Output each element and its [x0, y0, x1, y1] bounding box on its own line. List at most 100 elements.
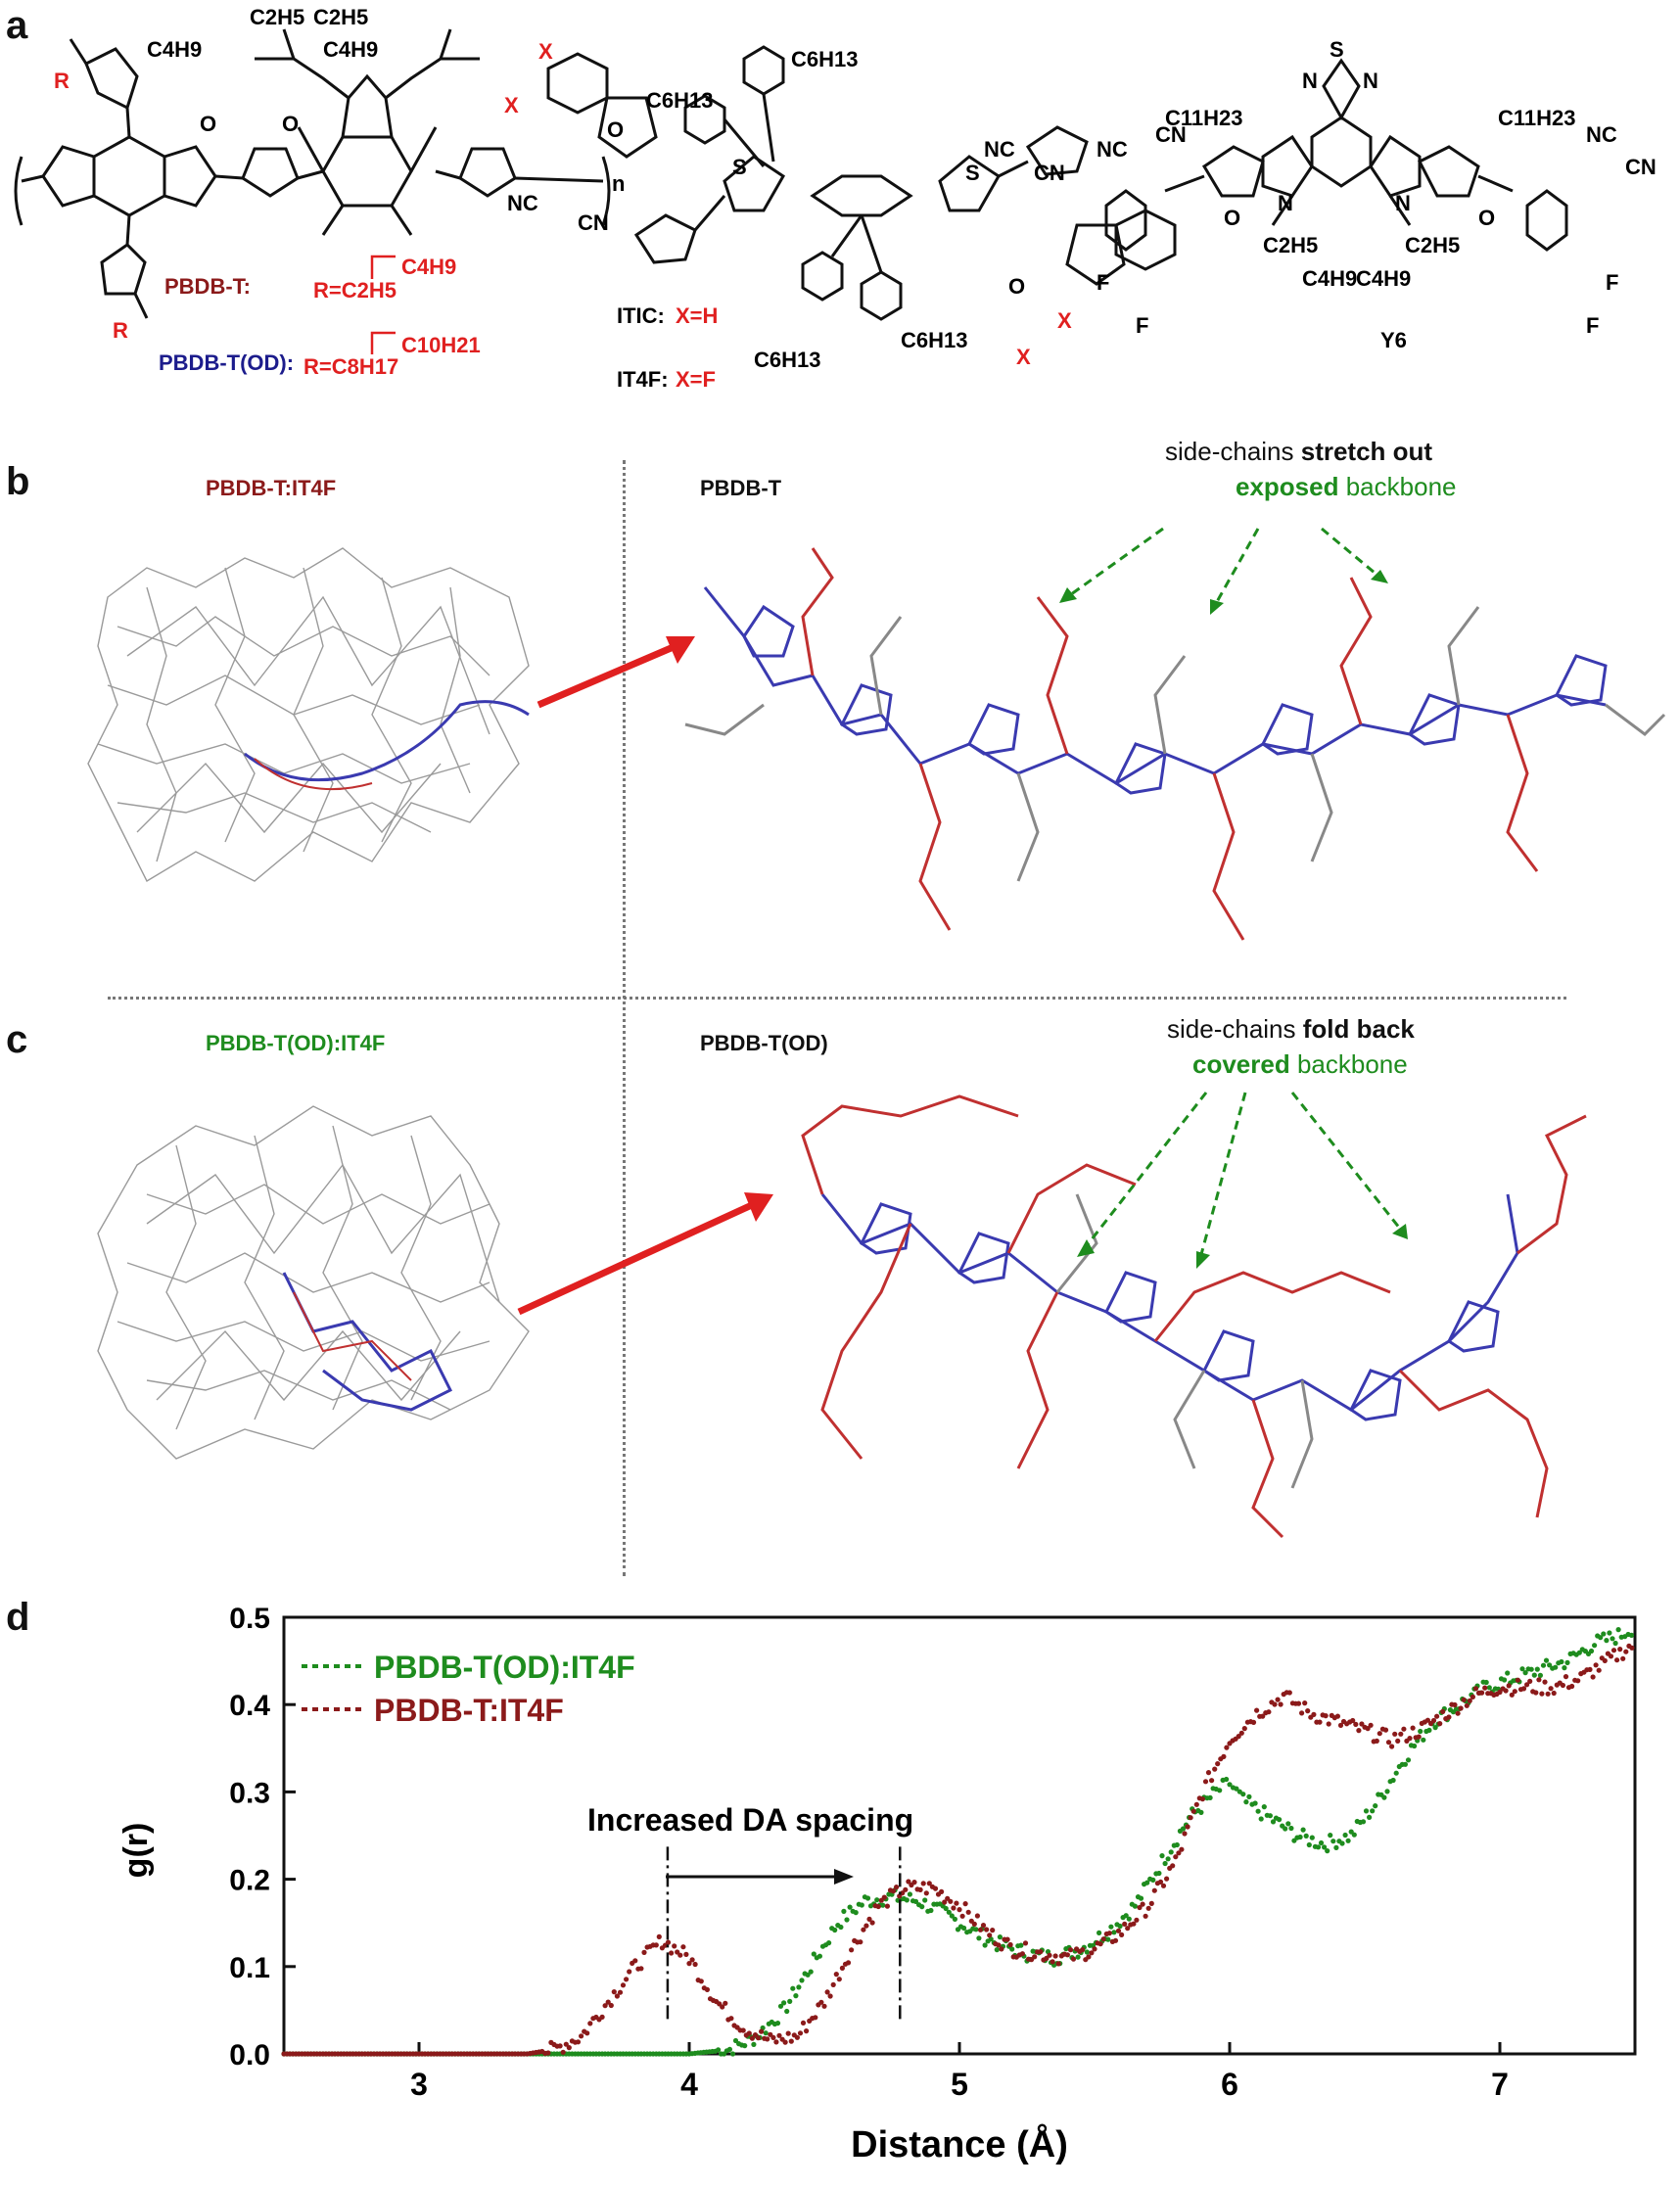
series-1-point [1080, 1947, 1086, 1953]
series-1-point [1337, 1722, 1344, 1728]
series-1-point [1389, 1744, 1395, 1749]
series-1-point [1446, 1714, 1452, 1720]
series-1-point [1151, 1887, 1157, 1893]
series-0-point [1576, 1650, 1582, 1655]
series-1-point [813, 2015, 818, 2021]
series-0-point [1564, 1659, 1570, 1665]
series-1-point [1593, 1662, 1599, 1668]
vertical-divider [623, 460, 626, 1576]
series-1-point [1385, 1740, 1392, 1746]
series-1-point [1533, 1690, 1539, 1696]
panel-c-note-plain: side-chains [1167, 1014, 1303, 1044]
series-0-point [1615, 1627, 1621, 1633]
panel-a-structures: R R C4H9 C2H5 C2H5 C4H9 O O n PBDB-T: R=… [14, 5, 1657, 392]
series-1-point [785, 2030, 791, 2036]
polymer-side-chain-2: C2H5 [250, 5, 304, 29]
series-1-point [939, 1888, 945, 1894]
series-1-point [563, 2041, 569, 2047]
series-1-point [1157, 1879, 1164, 1885]
series-1-point [1527, 1678, 1533, 1684]
legend-label-t: PBDB-T:IT4F [374, 1693, 564, 1728]
x-tick-label-0: 3 [410, 2067, 428, 2102]
bdd-core-ring [321, 135, 413, 208]
series-1-point [675, 1949, 680, 1955]
series-1-point [677, 1952, 683, 1958]
series-1-point [1334, 1713, 1340, 1719]
series-0-point [793, 1993, 799, 1999]
series-0-point [1333, 1844, 1339, 1850]
panel-c-note-plain-2: backbone [1289, 1049, 1408, 1079]
series-1-point [1097, 1941, 1103, 1947]
series-1-point [1368, 1722, 1374, 1728]
series-1-point [1452, 1701, 1458, 1708]
series-0-point [729, 2051, 736, 2057]
itic-o-1: O [607, 117, 624, 142]
series-1-point [1401, 1726, 1407, 1732]
series-1-point [1545, 1691, 1551, 1697]
polymer-bracket-left [14, 156, 23, 226]
panel-c-note-line1: side-chains fold back [1167, 1014, 1415, 1045]
series-0-point [817, 1953, 823, 1959]
series-0-point [1144, 1880, 1150, 1885]
series-1-point [1596, 1667, 1602, 1673]
series-1-point [755, 2035, 762, 2041]
series-0-point [1432, 1725, 1438, 1731]
series-1-point [611, 1989, 617, 1995]
series-0-point [847, 1904, 853, 1910]
chart-y-label: g(r) [117, 1823, 155, 1879]
chart-series-layer [281, 1627, 1635, 2057]
series-0-point [1553, 1664, 1559, 1670]
series-1-point [1551, 1690, 1557, 1697]
series-1-point [1575, 1678, 1581, 1684]
series-1-point [782, 2039, 788, 2045]
series-0-point [1227, 1782, 1233, 1788]
series-1-point [1542, 1679, 1548, 1685]
series-0-point [799, 1978, 805, 1983]
itic-x-2: X [504, 93, 519, 117]
series-1-point [1131, 1921, 1137, 1927]
series-0-point [1252, 1800, 1258, 1806]
itic-cn-2: CN [1034, 161, 1065, 185]
series-1-point [1241, 1726, 1247, 1732]
series-1-point [584, 2030, 590, 2036]
panel-c-note-line2: covered backbone [1192, 1049, 1408, 1080]
series-0-point [1123, 1913, 1129, 1919]
series-1-point [1536, 1677, 1542, 1683]
series-1-point [1179, 1846, 1185, 1852]
series-1-point [672, 1943, 677, 1949]
series-1-point [845, 1960, 852, 1966]
series-0-point [1150, 1877, 1156, 1883]
series-1-point [692, 1961, 698, 1968]
series-0-point [742, 2043, 748, 2049]
itic-s-2: S [965, 161, 980, 185]
x-tick-label-3: 6 [1221, 2067, 1238, 2102]
y-tick-label-3: 0.3 [229, 1777, 270, 1809]
polymer-r-pbdb-t: R=C2H5 [313, 278, 397, 303]
series-0-point [1315, 1844, 1322, 1850]
chart-legend: PBDB-T(OD):IT4F PBDB-T:IT4F [302, 1650, 635, 1728]
series-0-point [864, 1895, 871, 1901]
panel-letter-c: c [6, 1018, 28, 1061]
series-0-point [1009, 1946, 1015, 1952]
series-1-point [740, 2027, 746, 2033]
series-0-point [928, 1907, 934, 1914]
series-1-point [1067, 1947, 1074, 1953]
y6-core-ring [1310, 116, 1373, 188]
series-1-point [1092, 1946, 1097, 1952]
y-tick-label-0: 0.0 [229, 2039, 270, 2072]
panel-b-note-plain-2: backbone [1338, 472, 1457, 501]
series-1-point [1266, 1709, 1272, 1715]
series-0-point [922, 1897, 928, 1903]
series-1-point [974, 1913, 981, 1919]
series-1-point [1275, 1697, 1281, 1702]
series-1-point [1032, 1954, 1038, 1960]
series-1-point [1509, 1692, 1515, 1698]
series-1-point [942, 1899, 948, 1905]
series-1-point [599, 2014, 605, 2020]
series-1-point [602, 2003, 608, 2009]
polymer-r-pbdb-t-branch: C4H9 [401, 255, 456, 279]
series-1-point [617, 1989, 624, 1995]
series-1-point [1470, 1694, 1475, 1699]
y6-n-left: N [1302, 69, 1318, 93]
panel-c-annotation-arrows [1083, 1092, 1402, 1259]
